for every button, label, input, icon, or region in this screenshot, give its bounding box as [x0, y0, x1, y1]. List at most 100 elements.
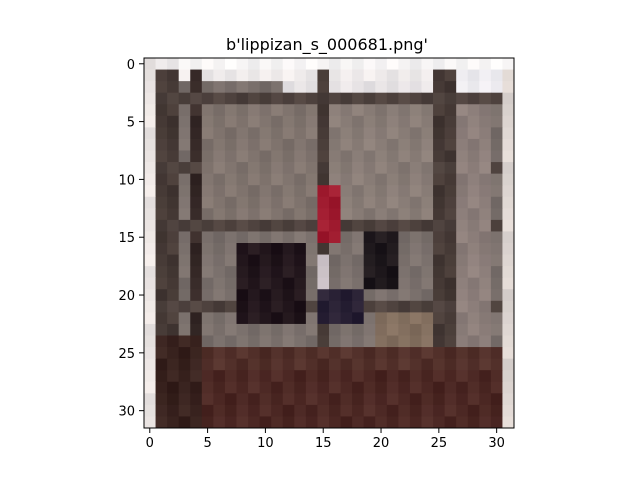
image-pixel [386, 231, 399, 244]
image-pixel [375, 370, 388, 383]
image-pixel [340, 393, 353, 406]
image-pixel [329, 312, 341, 325]
image-pixel [248, 277, 261, 290]
image-pixel [213, 231, 226, 244]
image-pixel [201, 335, 214, 348]
image-pixel [398, 69, 411, 82]
image-pixel [352, 381, 365, 394]
image-pixel [155, 127, 168, 140]
image-pixel [433, 370, 446, 383]
image-pixel [502, 196, 515, 209]
image-pixel [213, 196, 226, 209]
image-pixel [329, 393, 341, 406]
image-pixel [224, 416, 237, 429]
image-pixel [236, 277, 249, 290]
image-pixel [248, 92, 261, 105]
image-pixel [305, 335, 318, 348]
image-pixel [305, 254, 318, 267]
image-pixel [167, 254, 180, 267]
image-pixel [502, 69, 515, 82]
image-pixel [479, 277, 492, 290]
image-pixel [167, 416, 180, 429]
image-pixel [248, 127, 261, 140]
image-pixel [340, 138, 353, 151]
image-pixel [398, 254, 411, 267]
image-pixel [502, 243, 515, 255]
image-pixel [456, 381, 469, 394]
image-pixel [490, 173, 503, 186]
image-pixel [167, 289, 180, 302]
image-pixel [282, 381, 295, 394]
image-pixel [167, 266, 180, 279]
image-pixel [190, 127, 203, 140]
image-pixel [248, 138, 261, 151]
image-pixel [363, 58, 376, 70]
image-pixel [282, 162, 295, 175]
image-pixel [386, 370, 399, 383]
image-pixel [409, 243, 422, 255]
image-pixel [444, 243, 457, 255]
image-pixel [201, 370, 214, 383]
image-pixel [363, 358, 376, 371]
image-pixel [444, 335, 457, 348]
image-pixel [375, 104, 388, 117]
image-pixel [282, 150, 295, 163]
image-pixel [421, 69, 434, 82]
image-pixel [294, 81, 307, 94]
image-pixel [352, 219, 365, 232]
image-pixel [248, 335, 261, 348]
image-pixel [444, 347, 457, 360]
image-pixel [271, 104, 284, 117]
image-pixel [259, 277, 272, 290]
image-pixel [433, 381, 446, 394]
image-pixel [479, 370, 492, 383]
image-pixel [294, 104, 307, 117]
image-pixel [317, 300, 330, 313]
image-pixel [340, 358, 353, 371]
image-pixel [490, 115, 503, 128]
image-pixel [224, 150, 237, 163]
image-pixel [398, 196, 411, 209]
image-pixel [317, 404, 330, 417]
image-pixel [363, 289, 376, 302]
image-pixel [305, 127, 318, 140]
image-pixel [259, 243, 272, 255]
image-pixel [213, 81, 226, 94]
image-pixel [363, 347, 376, 360]
image-pixel [201, 115, 214, 128]
image-pixel [421, 289, 434, 302]
image-pixel [352, 347, 365, 360]
image-pixel [305, 81, 318, 94]
image-pixel [305, 173, 318, 186]
image-pixel [409, 254, 422, 267]
image-pixel [248, 416, 261, 429]
image-pixel [248, 81, 261, 94]
image-pixel [259, 115, 272, 128]
image-pixel [201, 300, 214, 313]
image-pixel [248, 162, 261, 175]
image-pixel [398, 58, 411, 70]
image-pixel [178, 393, 191, 406]
image-pixel [294, 254, 307, 267]
image-pixel [433, 115, 446, 128]
image-pixel [190, 104, 203, 117]
image-pixel [340, 115, 353, 128]
image-pixel [271, 115, 284, 128]
image-pixel [352, 416, 365, 429]
image-pixel [479, 231, 492, 244]
image-pixel [224, 277, 237, 290]
image-pixel [433, 127, 446, 140]
image-pixel [248, 404, 261, 417]
image-pixel [224, 254, 237, 267]
image-pixel [305, 404, 318, 417]
image-pixel [409, 58, 422, 70]
image-pixel [259, 266, 272, 279]
image-pixel [375, 289, 388, 302]
image-pixel [340, 150, 353, 163]
image-pixel [409, 335, 422, 348]
image-pixel [224, 266, 237, 279]
image-pixel [190, 115, 203, 128]
image-pixel [224, 323, 237, 336]
image-pixel [144, 231, 156, 244]
image-pixel [456, 370, 469, 383]
